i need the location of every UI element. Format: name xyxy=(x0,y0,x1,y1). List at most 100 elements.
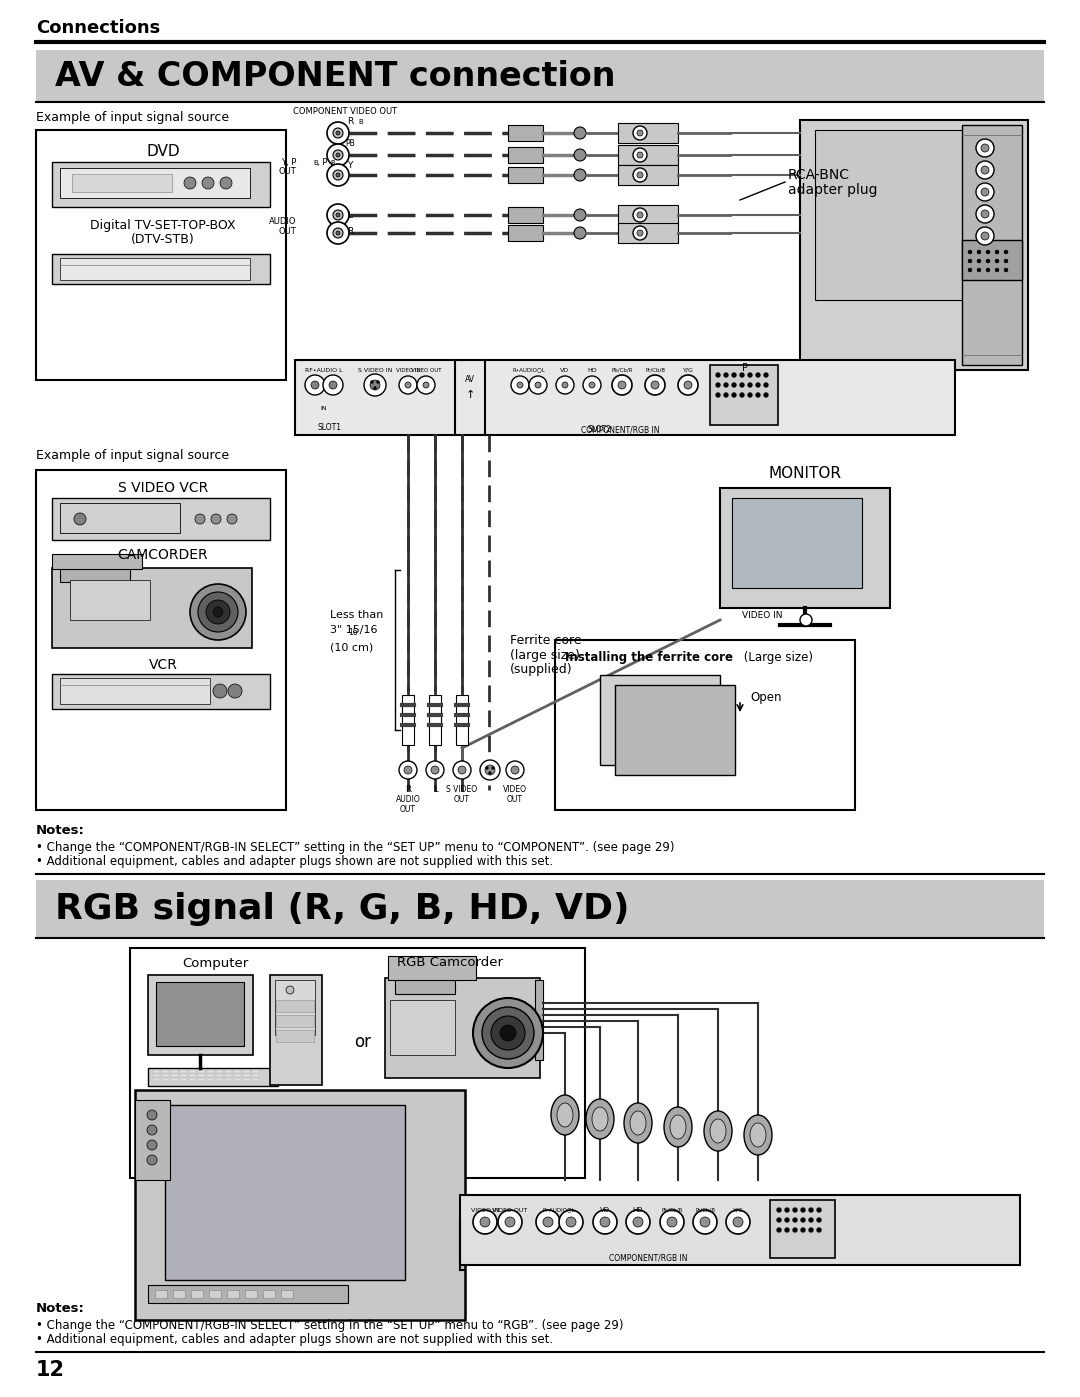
Bar xyxy=(198,1070,205,1073)
Circle shape xyxy=(600,1217,610,1227)
Circle shape xyxy=(800,1218,806,1222)
Bar xyxy=(276,1000,314,1011)
Circle shape xyxy=(195,514,205,524)
Bar xyxy=(162,1078,168,1081)
Circle shape xyxy=(995,268,999,272)
Circle shape xyxy=(976,183,994,201)
Bar xyxy=(456,694,468,745)
Circle shape xyxy=(784,1207,789,1213)
Circle shape xyxy=(633,168,647,182)
Circle shape xyxy=(473,997,543,1067)
Text: (Large size): (Large size) xyxy=(740,651,813,665)
Circle shape xyxy=(583,376,600,394)
Ellipse shape xyxy=(557,1104,573,1127)
Circle shape xyxy=(793,1228,797,1232)
Circle shape xyxy=(724,393,729,398)
Bar xyxy=(618,123,678,142)
Bar xyxy=(618,145,678,165)
Bar xyxy=(225,1070,232,1073)
Text: B: B xyxy=(357,119,363,124)
Circle shape xyxy=(731,383,737,387)
Bar xyxy=(508,168,543,183)
Bar xyxy=(732,497,862,588)
Text: Example of input signal source: Example of input signal source xyxy=(36,112,229,124)
Circle shape xyxy=(486,767,488,770)
Circle shape xyxy=(816,1228,822,1232)
Circle shape xyxy=(559,1210,583,1234)
Text: COMPONENT/RGB IN: COMPONENT/RGB IN xyxy=(609,1253,687,1263)
Text: (10 cm): (10 cm) xyxy=(330,643,374,652)
Text: HD: HD xyxy=(588,367,597,373)
Text: (supplied): (supplied) xyxy=(510,664,572,676)
Circle shape xyxy=(986,258,990,263)
Bar xyxy=(162,1074,168,1077)
Circle shape xyxy=(977,258,981,263)
Circle shape xyxy=(1004,258,1008,263)
Circle shape xyxy=(336,131,340,136)
Circle shape xyxy=(423,381,429,388)
Circle shape xyxy=(684,381,692,388)
Bar xyxy=(402,694,414,745)
Text: CAMCORDER: CAMCORDER xyxy=(118,548,208,562)
Bar xyxy=(36,469,286,810)
Bar xyxy=(189,1078,195,1081)
Text: RF•AUDIO L: RF•AUDIO L xyxy=(306,367,342,373)
Circle shape xyxy=(715,373,720,377)
Circle shape xyxy=(618,381,626,388)
Circle shape xyxy=(488,771,491,774)
Circle shape xyxy=(336,212,340,217)
Ellipse shape xyxy=(744,1115,772,1155)
Circle shape xyxy=(329,381,337,388)
Circle shape xyxy=(809,1207,813,1213)
Circle shape xyxy=(458,766,465,774)
Circle shape xyxy=(733,1217,743,1227)
Text: VCR: VCR xyxy=(149,658,177,672)
Text: L: L xyxy=(433,785,437,795)
Bar xyxy=(130,949,585,1178)
Circle shape xyxy=(633,148,647,162)
Bar xyxy=(180,1070,187,1073)
Bar xyxy=(216,1074,222,1077)
Circle shape xyxy=(529,376,546,394)
Text: R: R xyxy=(330,161,335,166)
Circle shape xyxy=(800,1228,806,1232)
Bar xyxy=(72,175,172,191)
Bar xyxy=(180,1074,187,1077)
Text: VIDEO OUT: VIDEO OUT xyxy=(492,1207,528,1213)
Circle shape xyxy=(184,177,195,189)
Text: Y, P: Y, P xyxy=(281,158,296,168)
Text: Ferrite core: Ferrite core xyxy=(510,633,582,647)
Circle shape xyxy=(731,373,737,377)
Text: SLOT2: SLOT2 xyxy=(588,426,612,434)
Ellipse shape xyxy=(551,1095,579,1134)
Text: Open: Open xyxy=(750,692,782,704)
Circle shape xyxy=(500,1025,516,1041)
Circle shape xyxy=(645,374,665,395)
Circle shape xyxy=(485,766,495,775)
Circle shape xyxy=(612,374,632,395)
Circle shape xyxy=(147,1155,157,1165)
Circle shape xyxy=(399,376,417,394)
Circle shape xyxy=(816,1207,822,1213)
Circle shape xyxy=(511,376,529,394)
Text: MONITOR: MONITOR xyxy=(769,465,841,481)
Bar xyxy=(60,258,249,279)
Circle shape xyxy=(793,1207,797,1213)
Bar xyxy=(508,207,543,224)
Circle shape xyxy=(816,1218,822,1222)
Text: L: L xyxy=(348,211,352,219)
Text: Pb/Cb/R: Pb/Cb/R xyxy=(661,1207,683,1213)
Text: adapter plug: adapter plug xyxy=(788,183,877,197)
Circle shape xyxy=(227,514,237,524)
Bar xyxy=(429,694,441,745)
Bar xyxy=(135,1099,170,1180)
Circle shape xyxy=(660,1210,684,1234)
Text: B: B xyxy=(313,161,318,166)
Circle shape xyxy=(327,163,349,186)
Text: P: P xyxy=(742,363,748,373)
Bar xyxy=(189,1074,195,1077)
Circle shape xyxy=(764,383,769,387)
Circle shape xyxy=(756,383,760,387)
Text: Pr/Cb/B: Pr/Cb/B xyxy=(696,1207,715,1213)
Bar xyxy=(52,254,270,284)
